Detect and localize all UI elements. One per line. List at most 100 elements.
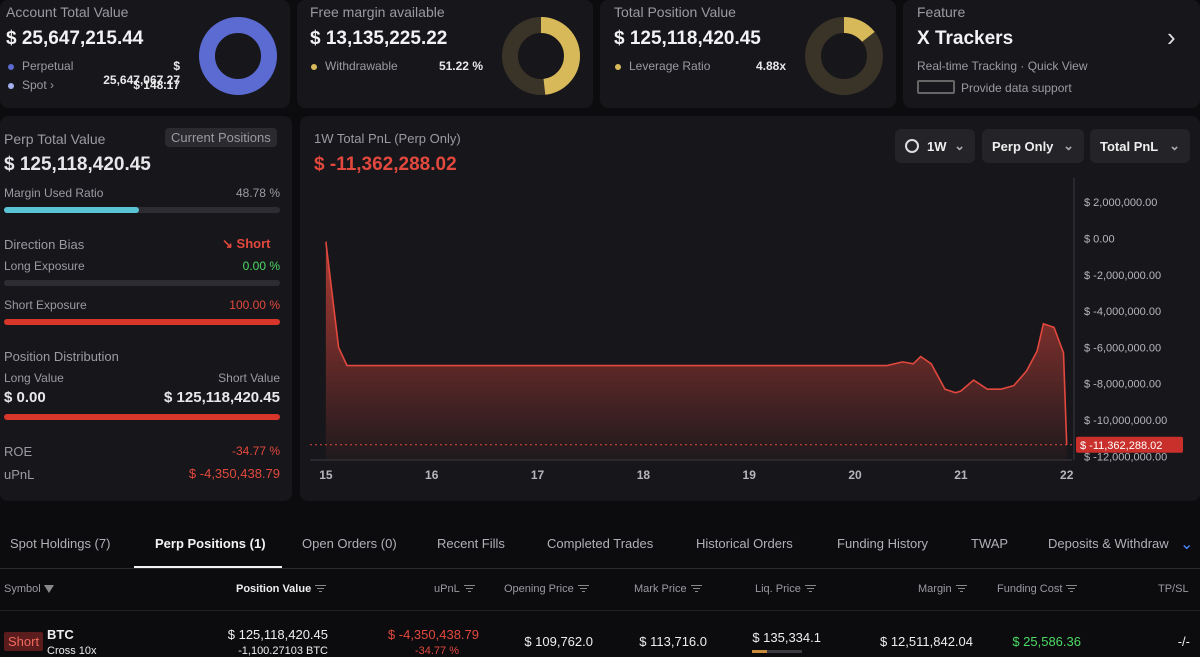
margin-used-bar [4, 207, 280, 213]
feature-support: Provide data support [961, 81, 1072, 95]
tab-6[interactable]: Funding History [837, 536, 929, 551]
sort-icon [577, 585, 589, 594]
chart-title: 1W Total PnL (Perp Only) [314, 131, 461, 146]
leverage-row: Leverage Ratio [615, 59, 710, 73]
trend-down-icon: ↘ [222, 236, 233, 251]
margin-title: Free margin available [310, 4, 445, 20]
pnl-type-dropdown[interactable]: Total PnL ⌄ [1090, 129, 1190, 163]
feature-card[interactable]: Feature X Trackers Real-time Tracking · … [903, 0, 1200, 108]
pnl-area-chart[interactable]: $ 2,000,000.00 $ 0.00 $ -2,000,000.00 $ -4,… [300, 170, 1200, 490]
spot-dot [8, 82, 14, 89]
tab-2[interactable]: Open Orders (0) [302, 536, 397, 551]
header-position-value-label: Position Value [236, 583, 312, 595]
row-opening-price: $ 109,762.0 [524, 634, 593, 649]
tabs-divider [0, 568, 1200, 569]
short-value-label: Short Value [218, 371, 280, 385]
y-tick-label: $ 0.00 [1084, 233, 1115, 245]
header-upnl[interactable]: uPnL [434, 583, 475, 595]
row-symbol[interactable]: BTC [47, 627, 74, 642]
margin-used-fill [4, 207, 139, 213]
sort-icon [315, 585, 327, 594]
position-distribution-label: Position Distribution [4, 349, 119, 364]
last-value-badge [1076, 436, 1183, 453]
header-funding-cost[interactable]: Funding Cost [997, 583, 1078, 595]
withdrawable-row: Withdrawable [311, 59, 398, 73]
tab-3[interactable]: Recent Fills [437, 536, 505, 551]
x-tick-label: 19 [743, 468, 757, 482]
margin-used-label: Margin Used Ratio [4, 186, 104, 200]
perp-filter-dropdown[interactable]: Perp Only ⌄ [982, 129, 1084, 163]
account-value: $ 25,647,215.44 [6, 28, 144, 49]
withdrawable-label: Withdrawable [325, 59, 398, 73]
y-tick-label: $ -8,000,000.00 [1084, 379, 1161, 391]
y-tick-label: $ -6,000,000.00 [1084, 342, 1161, 354]
direction-bias-text: Short [236, 236, 271, 251]
long-exposure-bar [4, 280, 280, 286]
chevron-right-icon: › [50, 78, 55, 92]
sort-icon [463, 585, 475, 594]
header-symbol[interactable]: Symbol [4, 583, 54, 595]
row-position-value: $ 125,118,420.45 [227, 627, 328, 642]
sort-icon [955, 585, 967, 594]
header-liq-price[interactable]: Liq. Price [755, 583, 816, 595]
current-positions-button[interactable]: Current Positions [165, 128, 277, 147]
tab-8[interactable]: Deposits & Withdraw [1048, 536, 1169, 551]
sort-icon [804, 585, 816, 594]
side-badge: Short [4, 632, 44, 651]
perpetual-row: Perpetual [8, 59, 73, 73]
perpetual-label: Perpetual [22, 59, 74, 73]
header-funding-label: Funding Cost [997, 583, 1063, 595]
perp-total-label: Perp Total Value [4, 131, 106, 147]
header-upnl-label: uPnL [434, 583, 460, 595]
long-value-amount: $ 0.00 [4, 389, 46, 406]
tab-5[interactable]: Historical Orders [696, 536, 793, 551]
x-tick-label: 20 [848, 468, 862, 482]
active-tab-underline [134, 566, 282, 568]
x-tick-label: 18 [637, 468, 651, 482]
row-tpsl[interactable]: -/- [1177, 634, 1190, 649]
margin-used-value: 48.78 % [235, 186, 280, 200]
row-upnl: $ -4,350,438.79 [387, 627, 479, 642]
account-card: Account Total Value $ 25,647,215.44 Perp… [0, 0, 290, 108]
y-tick-label: $ -10,000,000.00 [1084, 415, 1167, 427]
x-tick-label: 16 [425, 468, 439, 482]
x-tick-label: 21 [954, 468, 968, 482]
sort-icon [690, 585, 702, 594]
header-liq-label: Liq. Price [755, 583, 801, 595]
header-margin[interactable]: Margin [918, 583, 967, 595]
sort-icon [1066, 585, 1078, 594]
header-symbol-label: Symbol [4, 583, 41, 595]
y-tick-label: $ -12,000,000.00 [1084, 451, 1167, 463]
position-value: $ 125,118,420.45 [614, 28, 761, 49]
direction-bias-label: Direction Bias [4, 237, 85, 252]
tab-0[interactable]: Spot Holdings (7) [10, 536, 111, 551]
spot-value: $ 148.17 [133, 78, 180, 92]
tab-1[interactable]: Perp Positions (1) [155, 536, 266, 551]
chevron-right-icon[interactable]: › [1167, 22, 1176, 52]
chevron-down-icon: ⌄ [954, 138, 965, 153]
long-value-label: Long Value [4, 371, 64, 385]
long-exposure-label: Long Exposure [4, 259, 85, 273]
row-size: -1,100.27103 BTC [238, 645, 328, 657]
position-title: Total Position Value [614, 4, 736, 20]
y-tick-label: $ -4,000,000.00 [1084, 306, 1161, 318]
tab-7[interactable]: TWAP [971, 536, 1009, 551]
feature-description: Real-time Tracking · Quick View [917, 59, 1088, 73]
roe-value: -34.77 % [231, 444, 280, 458]
header-position-value[interactable]: Position Value [236, 583, 327, 595]
perpetual-value: $ 25,647,067.27 [103, 59, 180, 87]
table-header-divider [0, 610, 1200, 611]
header-opening-price[interactable]: Opening Price [504, 583, 589, 595]
perp-filter-value: Perp Only [992, 138, 1054, 154]
margin-value: $ 13,135,225.22 [310, 28, 448, 49]
range-dropdown[interactable]: 1W ⌄ [895, 129, 975, 163]
short-exposure-bar [4, 319, 280, 325]
header-mark-label: Mark Price [634, 583, 687, 595]
tab-4[interactable]: Completed Trades [547, 536, 654, 551]
spot-row[interactable]: Spot › [8, 78, 54, 92]
header-opening-label: Opening Price [504, 583, 574, 595]
chevron-down-icon[interactable]: ⌄ [1180, 536, 1194, 553]
header-mark-price[interactable]: Mark Price [634, 583, 702, 595]
account-title: Account Total Value [6, 4, 129, 20]
row-mode: Cross 10x [47, 645, 97, 657]
